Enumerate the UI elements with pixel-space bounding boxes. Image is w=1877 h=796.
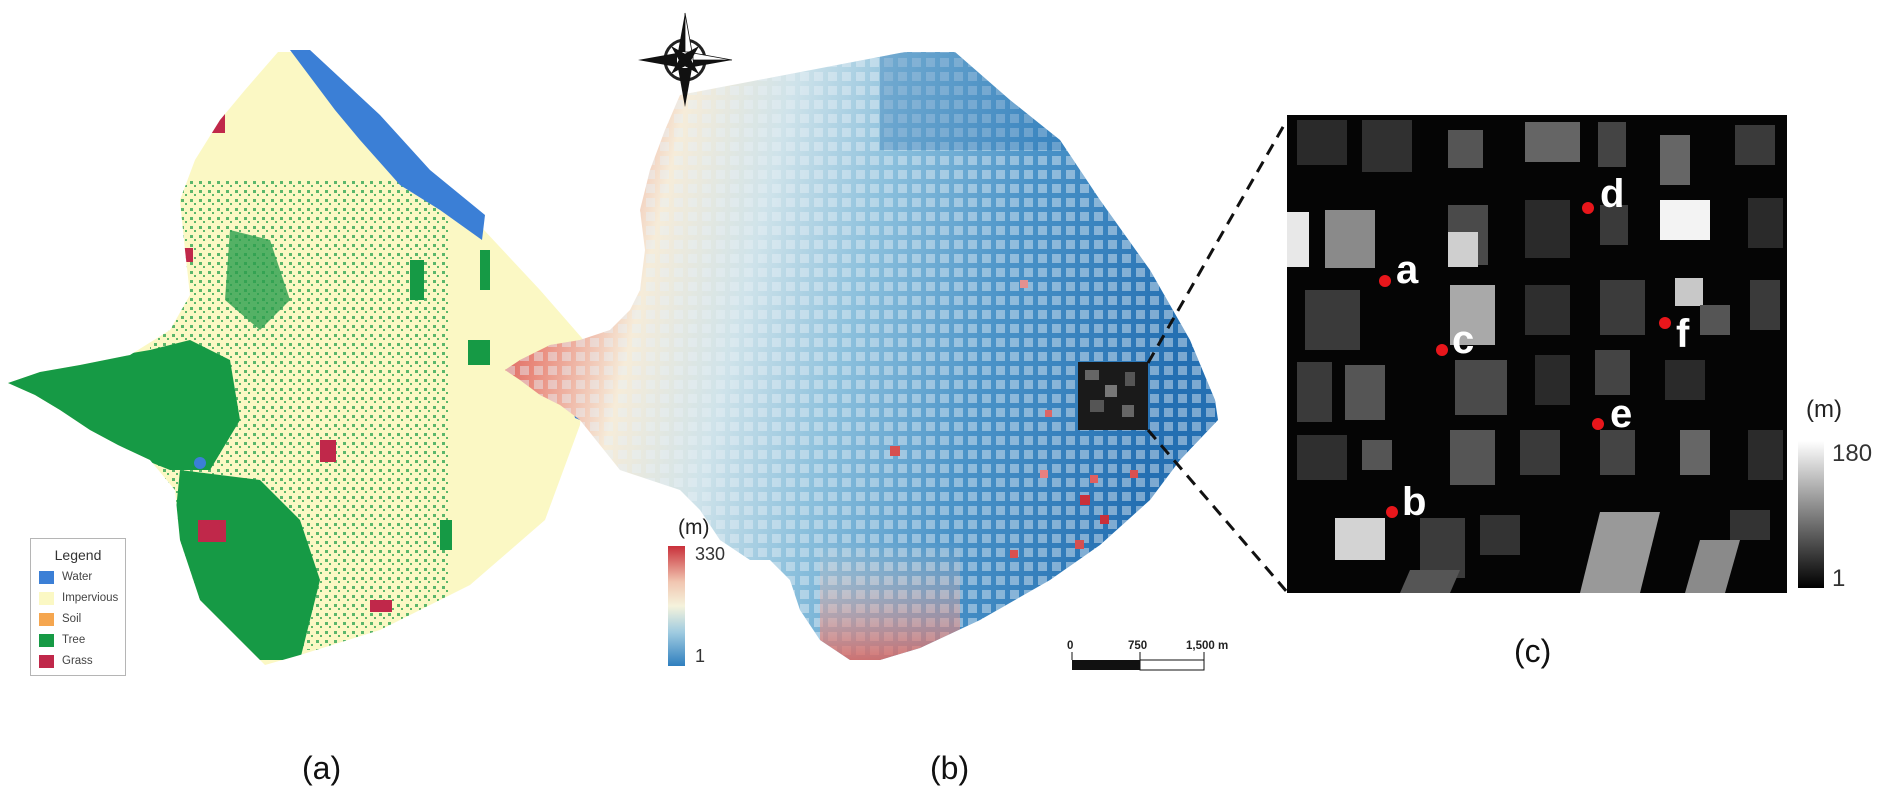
water-river xyxy=(290,50,485,240)
point-a-label: a xyxy=(1396,248,1419,292)
legend-item-impervious: Impervious xyxy=(39,590,118,606)
legend-item-soil: Soil xyxy=(39,611,81,627)
elevation-colorbar xyxy=(668,546,685,666)
building-footprints xyxy=(1287,120,1783,593)
height-colorbar-min-label: 1 xyxy=(1832,565,1846,592)
tall-building xyxy=(1040,470,1048,478)
point-e-label: e xyxy=(1610,392,1633,436)
grass-patch xyxy=(370,600,392,612)
panel-label-b: (b) xyxy=(930,750,970,786)
legend-item-water: Water xyxy=(39,569,92,585)
tall-building xyxy=(1080,495,1090,505)
study-area-building xyxy=(1125,372,1135,386)
tree-cover-central xyxy=(225,230,290,330)
legend-label: Soil xyxy=(62,613,82,625)
study-area-building xyxy=(1085,370,1099,380)
tall-building xyxy=(1115,535,1125,545)
legend-item-tree: Tree xyxy=(39,632,85,648)
zoom-connector-top xyxy=(1146,119,1289,364)
panel-label-a: (a) xyxy=(302,750,342,786)
tree-strip xyxy=(480,250,490,290)
point-e-marker xyxy=(1592,418,1604,430)
legend-swatch-soil xyxy=(39,612,54,626)
elevation-map xyxy=(505,52,1218,660)
panel-label-c: (c) xyxy=(1514,633,1552,669)
study-area-building xyxy=(1090,400,1104,412)
grass-patch xyxy=(320,440,336,462)
tall-building xyxy=(890,446,900,456)
colorbar-min-label: 1 xyxy=(695,646,706,666)
elevation-south-hills xyxy=(820,540,960,660)
legend-label: Tree xyxy=(62,634,86,646)
scale-bar-label-1500: 1,500 m xyxy=(1186,640,1229,652)
tall-building xyxy=(1020,280,1028,288)
legend-label: Impervious xyxy=(62,592,119,604)
tall-building xyxy=(1045,410,1052,417)
tree-strip xyxy=(440,520,452,550)
study-area-building xyxy=(1105,385,1117,397)
point-c-marker xyxy=(1436,344,1448,356)
point-c-label: c xyxy=(1452,318,1475,362)
riverfront xyxy=(880,52,1070,150)
landcover-legend: Legend Water Impervious Soil Tree Grass xyxy=(30,538,126,676)
point-b-marker xyxy=(1386,506,1398,518)
grass-patch xyxy=(198,520,226,542)
point-f-marker xyxy=(1659,317,1671,329)
water-body xyxy=(194,457,206,469)
tall-building xyxy=(1090,475,1098,483)
study-area-building xyxy=(1122,405,1134,417)
tall-building xyxy=(1130,470,1138,478)
height-colorbar-unit-label: (m) xyxy=(1806,396,1842,423)
legend-swatch-tree xyxy=(39,633,54,647)
legend-title: Legend xyxy=(54,547,102,563)
zoom-connector-bottom xyxy=(1146,429,1289,593)
legend-label: Water xyxy=(62,571,93,583)
point-d-label: d xyxy=(1600,172,1625,216)
legend-swatch-grass xyxy=(39,654,54,668)
height-colorbar xyxy=(1798,441,1824,588)
scale-bar-label-750: 750 xyxy=(1128,640,1148,652)
point-f-label: f xyxy=(1676,312,1690,356)
legend-swatch-impervious xyxy=(39,591,54,605)
colorbar-unit-label: (m) xyxy=(678,516,710,539)
legend-item-grass: Grass xyxy=(39,653,93,669)
zoomed-height-map xyxy=(1287,115,1787,593)
scale-bar xyxy=(1071,652,1205,671)
point-d-marker xyxy=(1582,202,1594,214)
grass-patch xyxy=(200,105,225,133)
landcover-map xyxy=(8,50,595,665)
point-a-marker xyxy=(1379,275,1391,287)
point-b-label: b xyxy=(1402,480,1427,524)
tall-building xyxy=(1010,550,1018,558)
tree-cover-west xyxy=(8,340,240,470)
tall-building xyxy=(1075,540,1084,549)
scale-bar-label-0: 0 xyxy=(1067,640,1074,652)
legend-swatch-water xyxy=(39,570,54,584)
tall-building xyxy=(1100,515,1109,524)
tree-strip xyxy=(468,340,490,365)
legend-label: Grass xyxy=(62,655,93,667)
colorbar-max-label: 330 xyxy=(695,544,726,564)
compass-rose-icon xyxy=(638,12,733,107)
tree-strip xyxy=(410,260,424,300)
height-colorbar-max-label: 180 xyxy=(1832,440,1873,467)
grass-patch xyxy=(175,248,193,262)
